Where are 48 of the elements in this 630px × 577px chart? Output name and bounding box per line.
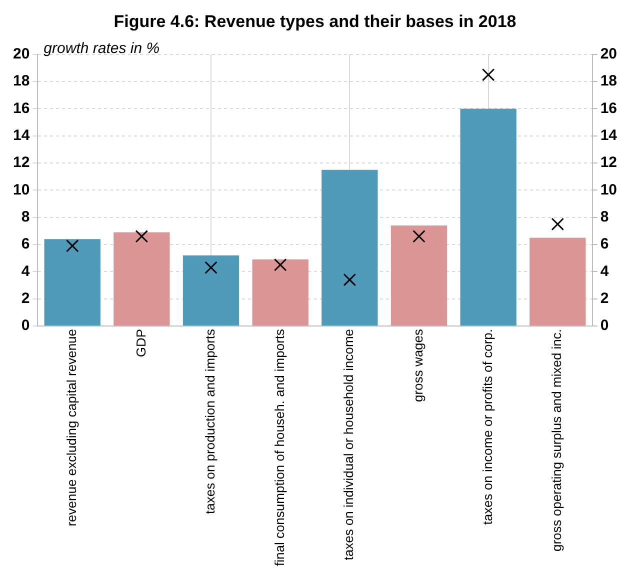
x-tick-label: revenue excluding capital revenue [64,328,79,526]
point [551,218,564,231]
y-tick-label: 6 [21,236,30,253]
y-tick-label: 8 [21,208,30,226]
point [66,239,79,252]
bar [114,232,170,326]
bar [44,239,100,326]
chart-title: Figure 4.6: Revenue types and their bases in 2018 [114,12,516,31]
y-tick-label: 18 [12,72,30,90]
y2-tick-label: 12 [600,154,618,172]
bar [252,259,308,326]
y2-tick-label: 14 [600,127,618,144]
y2-tick-label: 16 [600,100,618,117]
y2-tick-label: 6 [600,236,609,253]
y-tick-label: 10 [12,181,30,198]
bar [322,170,378,326]
y2-tick-label: 0 [600,317,609,334]
point [204,261,218,274]
y2-tick-label: 4 [600,262,610,280]
point [343,273,356,286]
point [135,230,148,243]
y2-tick-label: 10 [600,181,618,198]
y2-tick-label: 8 [600,208,609,226]
x-tick-label: final consumption of househ. and imports [272,328,287,566]
point [482,68,495,82]
y2-tick-label: 20 [600,46,618,63]
y-tick-label: 14 [12,127,30,144]
y-tick-label: 4 [21,262,30,280]
bar [182,255,240,326]
chart-subtitle: growth rates in % [44,40,160,58]
x-tick-label: gross operating surplus and mixed inc. [549,328,564,552]
y-tick-label: 20 [12,46,30,63]
y-tick-label: 0 [21,317,30,334]
bar [390,225,448,326]
y2-tick-label: 2 [600,290,609,307]
point [412,230,426,243]
x-tick-label: taxes on individual or household income [341,328,356,560]
point [274,258,287,272]
y2-tick-label: 18 [600,72,618,90]
y-tick-label: 12 [12,154,30,172]
y-tick-label: 2 [21,290,30,307]
bar [530,238,586,326]
x-tick-label: taxes on production and imports [202,328,218,514]
x-tick-label: gross wages [410,328,426,402]
x-tick-label: taxes on income or profits of corp. [480,328,495,525]
bar [460,108,516,326]
x-tick-label: GDP [133,328,148,358]
y-tick-label: 16 [12,100,30,117]
